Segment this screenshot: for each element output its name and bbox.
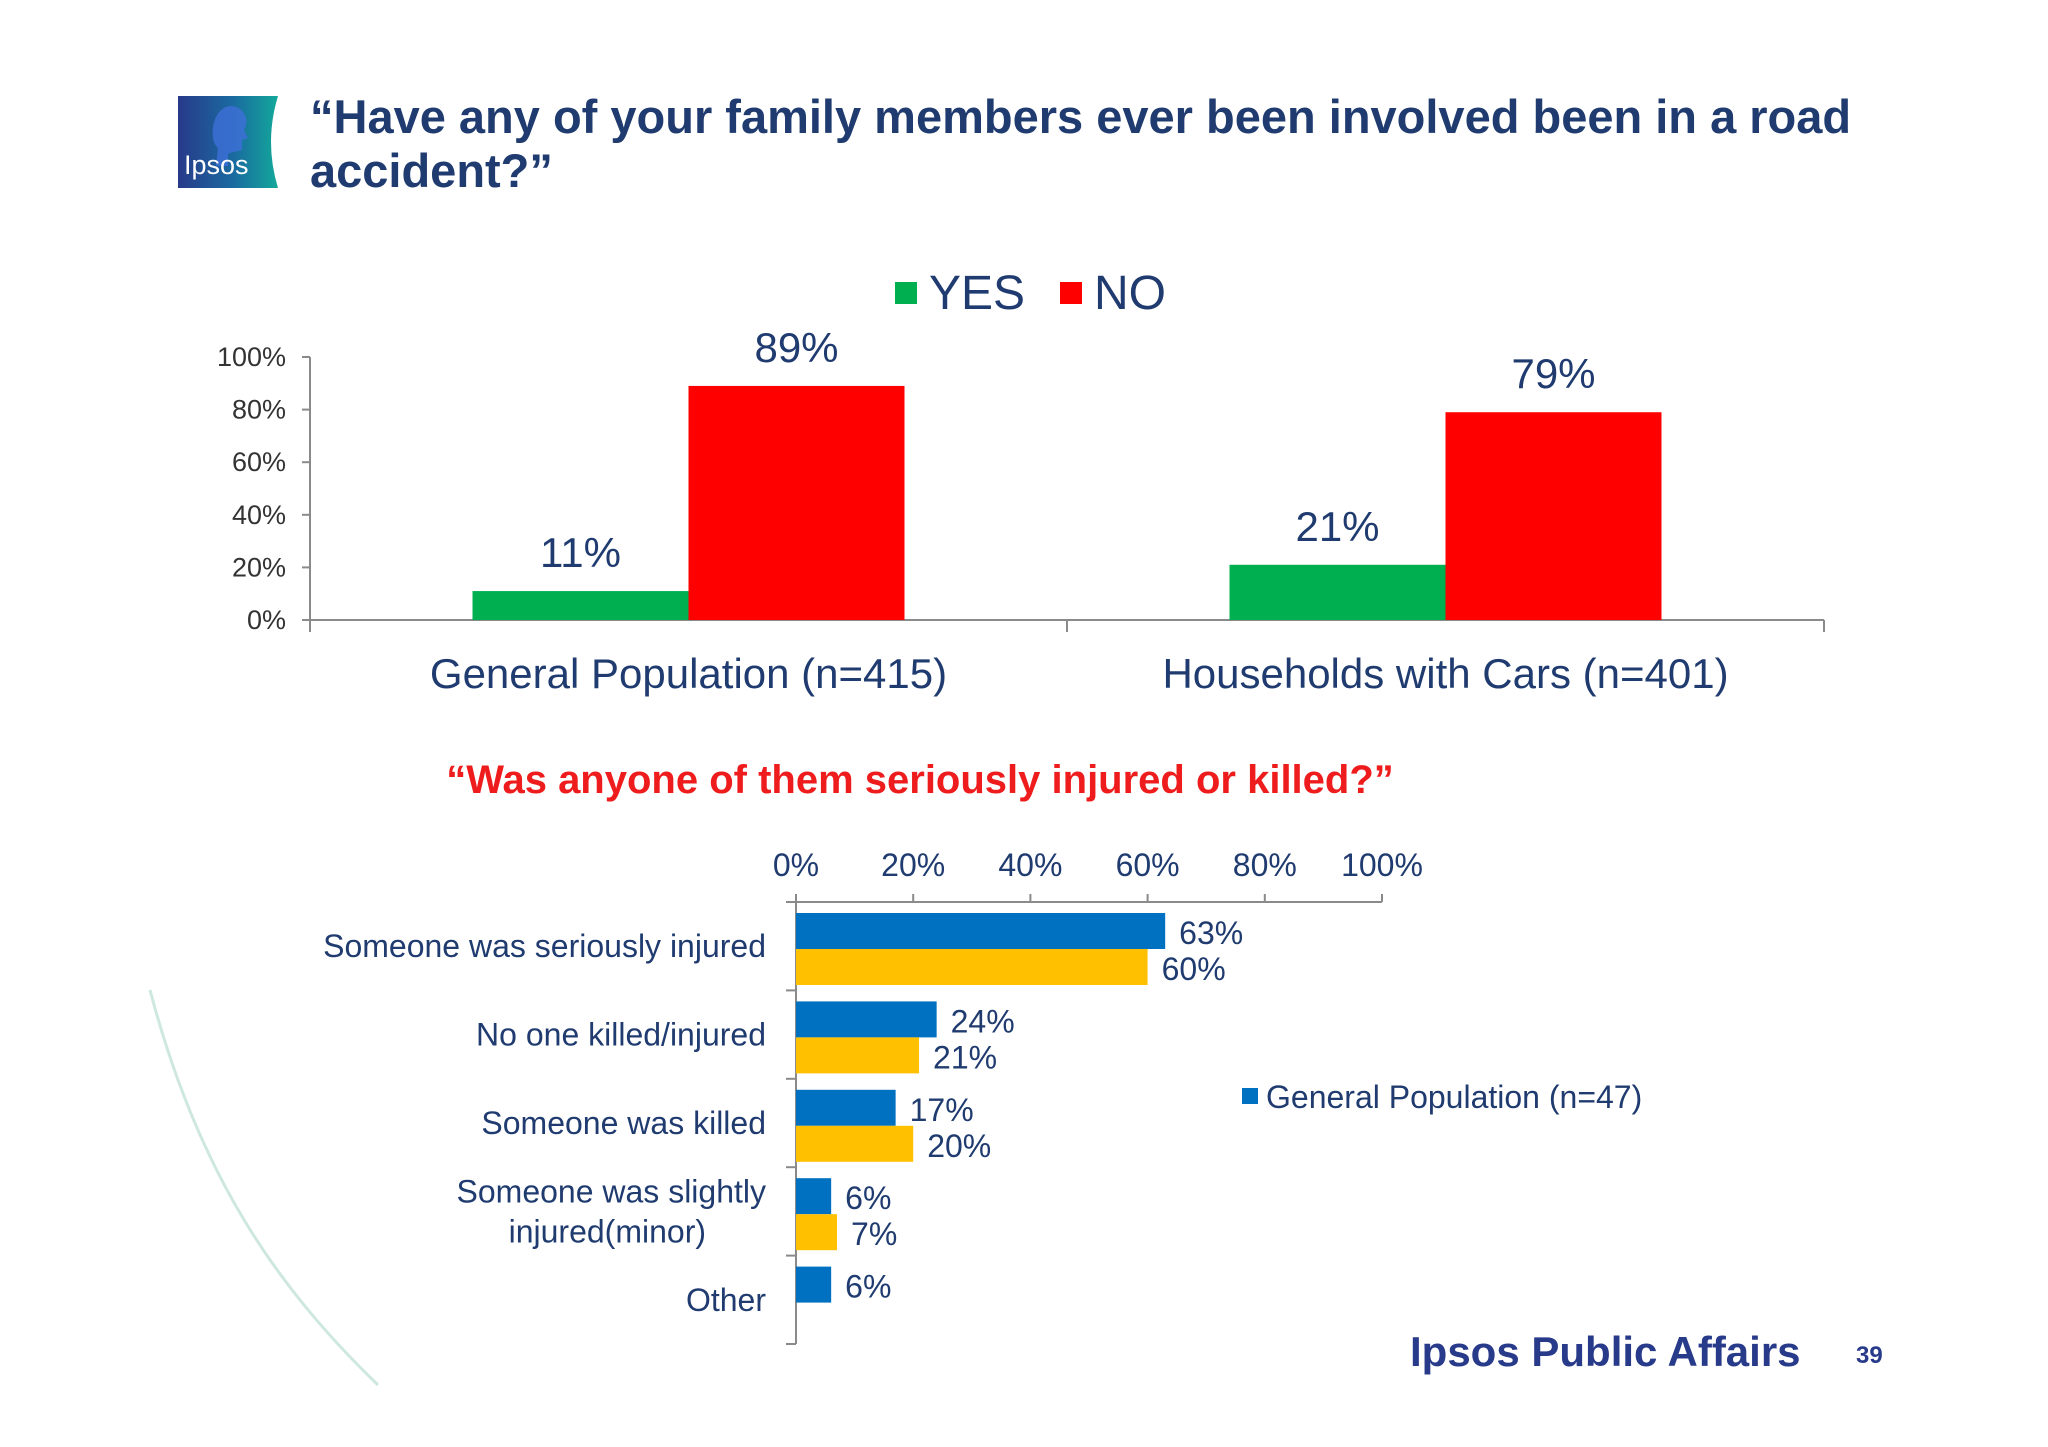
chart1-y-tick-label: 80% [232,395,286,425]
chart2-legend-label: General Population (n=47) [1266,1079,1642,1115]
chart2-bar [796,1266,832,1303]
chart1-data-label: 11% [540,529,621,576]
chart1-y-tick-label: 100% [217,342,286,372]
chart1-y-tick-label: 40% [232,500,286,530]
chart2-data-label: 7% [851,1216,897,1252]
chart1-y-tick-label: 0% [247,605,286,635]
chart1-data-label: 79% [1511,350,1595,397]
chart2-data-label: 21% [933,1039,997,1075]
chart2-title: “Was anyone of them seriously injured or… [446,758,1394,802]
chart2-x-tick-label: 40% [998,847,1062,883]
chart2-bar [796,949,1148,985]
chart1-legend-label: YES [929,267,1025,320]
chart2-category-label: Someone was killed [481,1105,766,1141]
chart2-x-tick-label: 60% [1116,847,1180,883]
chart2-x-tick-label: 80% [1233,847,1297,883]
chart1-legend-label: NO [1094,267,1166,320]
logo-text: Ipsos [184,150,249,180]
chart2-legend-swatch [1242,1088,1258,1104]
chart2-x-tick-label: 20% [881,847,945,883]
chart2-data-label: 60% [1162,951,1226,987]
chart2-category-label: No one killed/injured [476,1017,766,1053]
chart1-bar [1229,564,1446,620]
chart2-data-label: 24% [951,1003,1015,1039]
chart1-y-tick-label: 60% [232,447,286,477]
chart1-legend-swatch [895,282,917,304]
chart2-bar [796,1125,914,1162]
chart2-x-tick-label: 100% [1341,847,1423,883]
chart2-bar [796,1178,832,1215]
chart1-bar [688,385,905,620]
chart2-legend: General Population (n=47) [1242,1079,1642,1115]
chart2-bar [796,913,1166,949]
chart1-category-label: Households with Cars (n=401) [1162,650,1728,697]
chart2-data-label: 20% [927,1128,991,1164]
chart2-data-label: 6% [845,1180,891,1216]
ipsos-logo: Ipsos [178,96,278,188]
chart1-bar [472,591,689,620]
chart2-category-label: Someone was slightly injured(minor) [457,1173,766,1249]
chart2-bar [796,1037,920,1074]
chart-family-accident: YES NO 0% 20% 40% 60% 80% 100% General Populat… [217,267,1825,697]
chart2-bar [796,1001,937,1038]
chart1-bar [1445,412,1662,620]
chart2-category-label: Other [686,1282,766,1318]
chart2-bar [796,1214,838,1251]
chart2-data-label: 63% [1179,915,1243,951]
chart1-data-label: 21% [1295,503,1379,550]
chart1-legend: YES NO [895,267,1166,320]
chart2-category-label: Someone was seriously injured [323,928,766,964]
chart1-category-label: General Population (n=415) [430,650,947,697]
chart2-x-tick-label: 0% [773,847,819,883]
chart1-y-tick-label: 20% [232,552,286,582]
chart2-data-label: 17% [910,1092,974,1128]
chart2-bar [796,1089,896,1126]
chart1-legend-swatch [1060,282,1082,304]
footer-brand: Ipsos Public Affairs [1410,1328,1801,1375]
page-title: “Have any of your family members ever be… [310,90,1852,197]
chart2-data-label: 6% [845,1269,891,1305]
page-number: 39 [1856,1342,1883,1369]
chart1-data-label: 89% [754,324,838,371]
